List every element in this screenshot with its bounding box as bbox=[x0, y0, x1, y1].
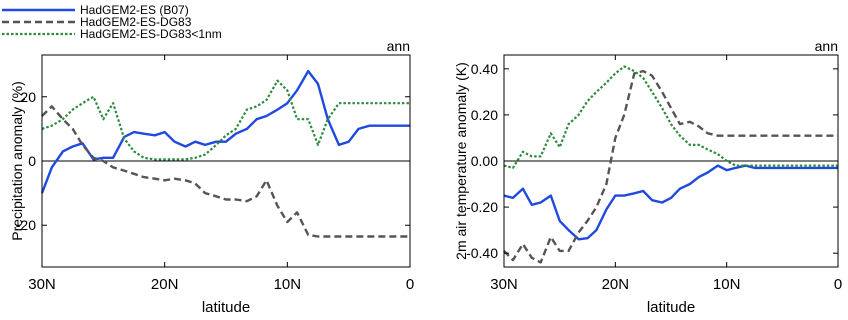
legend-label-1: HadGEM2-ES-DG83 bbox=[80, 15, 192, 29]
x-tick-label: 0 bbox=[834, 276, 842, 293]
series-line-2 bbox=[503, 65, 838, 169]
x-tick-label: 10N bbox=[713, 276, 741, 293]
x-tick-label: 10N bbox=[274, 276, 302, 293]
temperature-panel: 30N 20N 10N 0 0.40 0.20 0.00 -0.20 -0.40 latitude… bbox=[453, 38, 842, 316]
season-label: ann bbox=[815, 38, 838, 54]
series-line-2 bbox=[41, 79, 410, 161]
y-axis-label: Precipitation anomaly (%) bbox=[9, 81, 25, 241]
series-line-0 bbox=[40, 69, 410, 194]
y-tick-label: -20 bbox=[16, 217, 36, 233]
x-axis-label: latitude bbox=[202, 299, 250, 316]
series-line-0 bbox=[503, 164, 838, 241]
x-tick-label: 30N bbox=[490, 276, 518, 293]
x-tick-label: 20N bbox=[151, 276, 179, 293]
y-tick-label: 0.20 bbox=[471, 107, 498, 123]
y-tick-label: -0.40 bbox=[466, 245, 498, 261]
y-tick-label: 0.40 bbox=[471, 61, 498, 77]
precipitation-panel: 30N 20N 10N 0 20 0 -20 latitude Precipitation an… bbox=[9, 38, 414, 316]
x-tick-label: 20N bbox=[602, 276, 630, 293]
y-axis-label: 2m air temperature anomaly (K) bbox=[453, 62, 469, 260]
legend-label-0: HadGEM2-ES (B07) bbox=[80, 3, 189, 17]
x-axis-label: latitude bbox=[647, 299, 695, 316]
y-tick-label: 20 bbox=[20, 89, 36, 105]
y-tick-label: 0.00 bbox=[471, 153, 498, 169]
y-tick-label: -0.20 bbox=[466, 199, 498, 215]
season-label: ann bbox=[387, 38, 410, 54]
series-line-1 bbox=[41, 105, 410, 238]
x-tick-label: 30N bbox=[28, 276, 56, 293]
x-tick-label: 0 bbox=[406, 276, 414, 293]
legend: HadGEM2-ES (B07)HadGEM2-ES-DG83HadGEM2-E… bbox=[2, 3, 222, 41]
y-tick-label: 0 bbox=[28, 153, 36, 169]
legend-label-2: HadGEM2-ES-DG83<1nm bbox=[80, 27, 222, 41]
series-line-1 bbox=[503, 69, 838, 264]
